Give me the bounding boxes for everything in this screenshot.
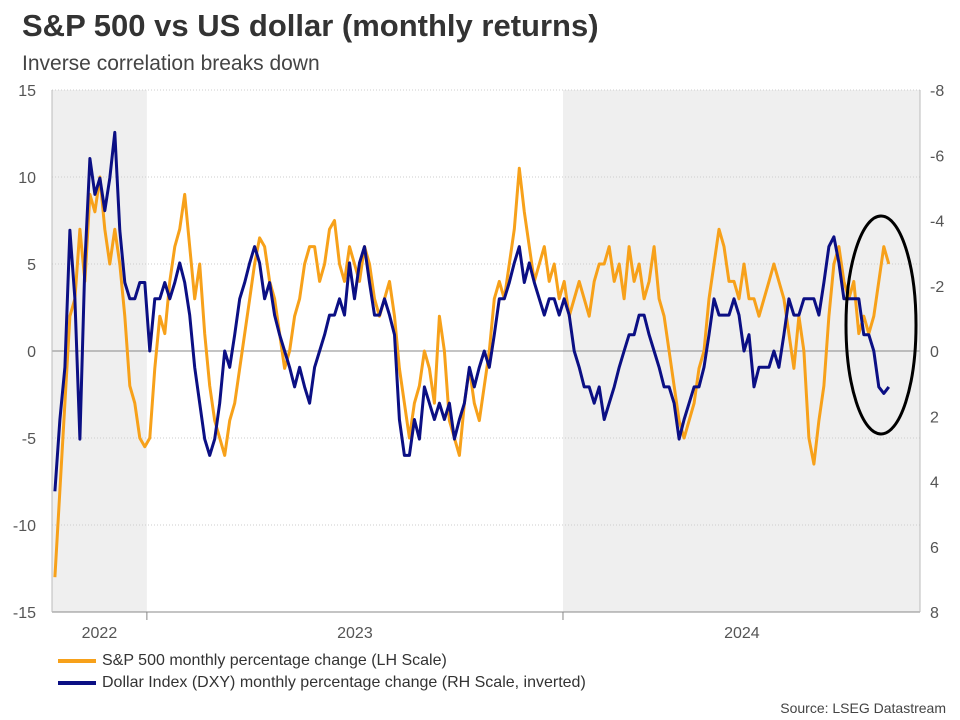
right-tick-label: 4 [930,475,939,492]
legend-swatch-dxy [58,681,96,685]
chart-title: S&P 500 vs US dollar (monthly returns) [22,8,599,43]
legend-item-dxy: Dollar Index (DXY) monthly percentage ch… [58,674,586,692]
chart-subtitle: Inverse correlation breaks down [22,52,320,75]
legend-label-sp500: S&P 500 monthly percentage change (LH Sc… [102,652,447,669]
legend-swatch-sp500 [58,659,96,663]
left-tick-label: 15 [18,83,36,100]
series-line-dxy [53,130,890,492]
x-tick-label: 2024 [724,625,760,642]
legend-label-dxy: Dollar Index (DXY) monthly percentage ch… [102,674,586,691]
right-tick-label: 0 [930,344,939,361]
right-tick-label: -2 [930,279,944,296]
right-tick-label: 6 [930,540,939,557]
left-tick-label: -5 [22,431,36,448]
legend-item-sp500: S&P 500 monthly percentage change (LH Sc… [58,652,447,670]
x-tick-label: 2023 [337,625,373,642]
right-tick-label: -4 [930,214,944,231]
left-tick-label: 10 [18,170,36,187]
right-tick-label: 8 [930,605,939,622]
source-note: Source: LSEG Datastream [780,700,946,716]
right-tick-label: 2 [930,409,939,426]
annotation-circle [844,214,918,436]
x-tick-label: 2022 [82,625,118,642]
left-tick-label: -15 [13,605,36,622]
right-tick-label: -8 [930,83,944,100]
series-line-sp500 [53,166,891,578]
left-tick-label: 5 [27,257,36,274]
left-tick-label: -10 [13,518,36,535]
right-tick-label: -6 [930,148,944,165]
left-tick-label: 0 [27,344,36,361]
